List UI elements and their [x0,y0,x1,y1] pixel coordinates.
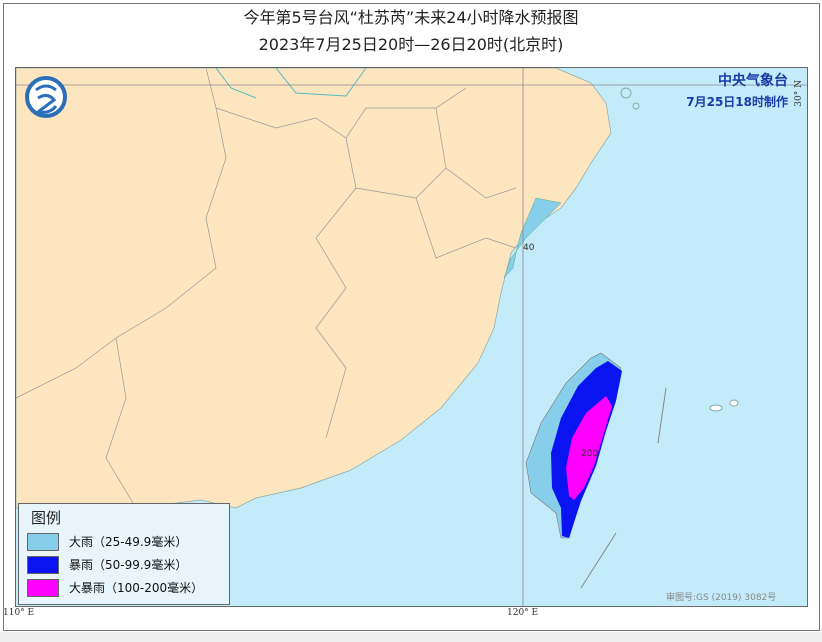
issue-time: 7月25日18时制作 [686,95,788,109]
map-subtitle: 2023年7月25日20时—26日20时(北京时) [258,35,564,54]
legend-swatch [27,579,59,597]
province-borders [16,68,517,509]
lon-110-label: 110° E [3,608,35,618]
legend-item-rainstorm: 暴雨（50-99.9毫米） [27,555,187,575]
lat-30-label: 30° N [794,80,804,107]
taiwan-torrential-rain [566,396,612,500]
legend: 图例 大雨（25-49.9毫米） 暴雨（50-99.9毫米） 大暴雨（100-2… [18,503,230,605]
cma-logo [25,76,67,118]
legend-item-heavy-rain: 大雨（25-49.9毫米） [27,532,187,552]
lon-120-label: 120° E [507,608,539,618]
legend-swatch [27,533,59,551]
map-approval-number: 审图号:GS (2019) 3082号 [666,591,776,603]
contour-label-40: 40 [523,243,535,253]
zhejiang-rain-area [503,197,562,279]
mainland [16,68,612,509]
map-title: 今年第5号台风“杜苏芮”未来24小时降水预报图 [243,8,579,27]
legend-swatch [27,556,59,574]
legend-title: 图例 [31,509,62,527]
bottom-strip [0,632,822,642]
legend-item-torrential-rain: 大暴雨（100-200毫米） [27,578,203,598]
contour-label-200: 200 [581,449,598,459]
agency-name: 中央气象台 [718,73,788,89]
rivers [215,68,367,99]
